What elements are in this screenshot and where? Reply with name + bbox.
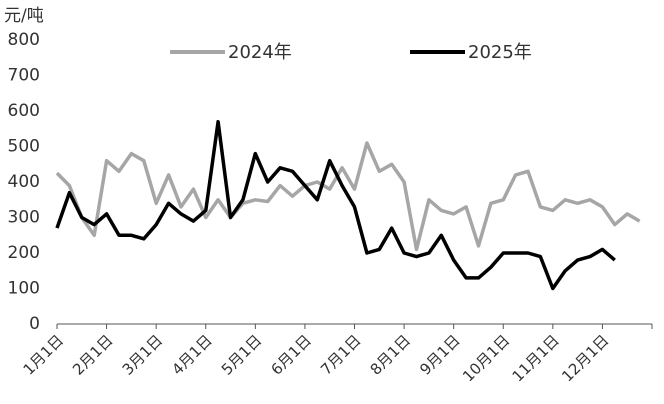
y-tick-label: 500 bbox=[8, 137, 40, 157]
legend-label: 2025年 bbox=[468, 42, 532, 63]
y-tick-label: 0 bbox=[29, 314, 40, 334]
x-tick-label: 3月1日 bbox=[119, 331, 166, 378]
x-tick-label: 8月1日 bbox=[367, 331, 414, 378]
x-tick-label: 5月1日 bbox=[218, 331, 265, 378]
x-tick-label: 11月1日 bbox=[509, 331, 563, 385]
y-tick-label: 400 bbox=[8, 172, 40, 192]
y-tick-label: 200 bbox=[8, 243, 40, 263]
y-tick-label: 600 bbox=[8, 101, 40, 121]
series-line bbox=[55, 141, 641, 252]
x-tick-label: 7月1日 bbox=[317, 331, 364, 378]
y-tick-label: 700 bbox=[8, 66, 40, 86]
series-line bbox=[55, 119, 616, 291]
x-tick-label: 2月1日 bbox=[69, 331, 116, 378]
x-tick-label: 10月1日 bbox=[459, 331, 513, 385]
y-tick-label: 100 bbox=[8, 279, 40, 299]
legend-label: 2024年 bbox=[228, 42, 292, 63]
x-tick-label: 6月1日 bbox=[267, 331, 314, 378]
y-tick-label: 300 bbox=[8, 208, 40, 228]
x-tick-label: 12月1日 bbox=[558, 331, 612, 385]
x-tick-label: 1月1日 bbox=[20, 331, 67, 378]
x-tick-label: 4月1日 bbox=[168, 331, 215, 378]
y-axis-title: 元/吨 bbox=[4, 6, 44, 26]
y-tick-label: 800 bbox=[8, 30, 40, 50]
x-tick-label: 9月1日 bbox=[416, 331, 463, 378]
